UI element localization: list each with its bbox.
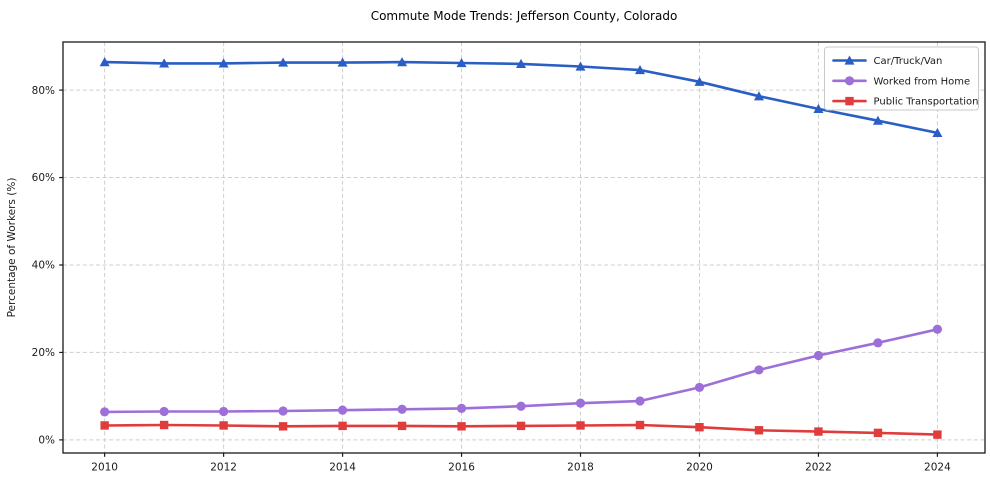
triangle-marker [694,76,705,86]
triangle-marker [813,103,824,113]
triangle-marker [872,115,883,125]
square-marker [814,427,823,436]
y-tick-label: 40% [32,260,55,272]
circle-marker [575,398,586,408]
circle-marker [844,76,855,86]
series-line [103,327,939,414]
triangle-marker [278,57,289,67]
triangle-marker [844,55,855,65]
legend: Car/Truck/Van Worked from Home Public Tran… [824,46,979,111]
triangle-marker [456,57,467,68]
y-tick-label: 20% [32,347,55,359]
triangle-marker [397,57,408,67]
square-marker [219,421,228,430]
square-marker [873,428,883,438]
square-marker [516,421,526,431]
square-marker [635,420,645,430]
x-tick-labels: 2010 2012 2014 2016 2018 2020 2022 2024 [91,462,951,474]
data-series [99,57,943,439]
circle-marker [873,338,883,348]
y-tick-label: 0% [38,435,55,447]
series-worked-from-home [100,324,943,417]
triangle-marker [337,57,348,67]
triangle-marker [753,91,764,101]
x-tick-label: 2010 [91,462,118,474]
x-tick-label: 2012 [210,462,237,474]
triangle-marker [99,57,110,67]
square-marker [457,422,466,431]
legend-label: Worked from Home [874,76,971,87]
circle-marker [754,365,764,375]
circle-marker [456,403,467,414]
legend-item: Worked from Home [832,76,971,87]
square-marker [933,430,942,439]
triangle-marker [218,58,229,68]
series-public-transportation [100,420,942,439]
circle-marker [694,382,705,393]
legend-item: Car/Truck/Van [832,55,943,67]
legend-box [824,46,979,111]
x-tick-label: 2018 [567,462,594,474]
square-marker [576,421,585,430]
x-tick-label: 2024 [924,462,951,474]
circle-marker [397,404,407,414]
triangle-marker [575,61,586,71]
circle-marker [337,405,348,415]
circle-marker [932,324,943,334]
y-tick-labels: 0% 20% 40% 60% 80% [32,85,55,447]
y-axis-label: Percentage of Workers (%) [6,178,18,318]
triangle-marker [932,127,943,138]
square-marker [338,421,347,431]
x-tick-label: 2020 [686,462,713,474]
square-marker [159,420,169,430]
plot-frame [62,41,986,454]
square-marker [695,423,704,432]
legend-label: Car/Truck/Van [874,56,943,67]
triangle-marker [634,64,645,75]
y-tick-label: 80% [32,85,55,97]
circle-marker [635,396,645,406]
square-marker [845,96,854,106]
circle-marker [100,407,110,417]
legend-item: Public Transportation [832,96,979,108]
circle-marker [813,350,824,361]
triangle-marker [159,58,170,68]
legend-label: Public Transportation [874,97,979,108]
x-tick-label: 2016 [448,462,475,474]
y-tick-label: 60% [32,172,55,184]
circle-marker [219,406,229,417]
circle-marker [278,406,288,416]
series-line [103,60,939,135]
square-marker [754,426,764,435]
chart-title: Commute Mode Trends: Jefferson County, C… [371,9,678,23]
series-car-truck-van [99,57,943,138]
square-marker [100,421,109,430]
circle-marker [159,406,169,417]
square-marker [397,421,407,431]
axis-ticks [59,89,939,457]
x-tick-label: 2022 [805,462,832,474]
square-marker [278,422,288,431]
x-tick-label: 2014 [329,462,356,474]
triangle-marker [516,58,527,68]
circle-marker [516,401,526,411]
